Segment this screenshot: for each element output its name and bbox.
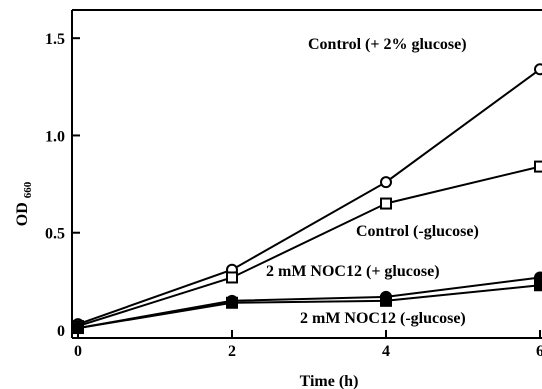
x-tick-label: 0 <box>74 343 82 360</box>
label-noc12-minus-glucose: 2 mM NOC12 (-glucose) <box>300 310 466 327</box>
y-axis-label: OD 660 <box>14 181 34 226</box>
data-point-series-3 <box>534 279 542 292</box>
label-control-minus-glucose: Control (-glucose) <box>356 223 479 240</box>
series-line-3 <box>77 284 541 330</box>
series-line-0 <box>77 68 541 326</box>
data-point-series-3 <box>380 294 392 307</box>
series-lines <box>77 68 541 330</box>
data-point-series-0 <box>380 176 392 189</box>
data-point-series-1 <box>534 160 542 173</box>
y-tick-label: 1.0 <box>45 128 65 145</box>
data-point-series-3 <box>226 296 238 309</box>
y-tick-label: 1.5 <box>45 31 65 48</box>
data-point-series-1 <box>226 271 238 284</box>
label-noc12-plus-glucose: 2 mM NOC12 (+ glucose) <box>266 263 440 280</box>
x-axis-label: Time (h) <box>300 373 359 389</box>
x-tick-label: 2 <box>228 343 236 360</box>
series-line-1 <box>77 165 541 328</box>
data-point-series-0 <box>534 63 542 76</box>
label-control-plus-glucose: Control (+ 2% glucose) <box>308 36 467 53</box>
data-point-series-3 <box>72 322 84 335</box>
data-point-series-1 <box>380 197 392 210</box>
axes <box>71 9 542 339</box>
y-axis-label-subscript: 660 <box>22 181 34 198</box>
y-axis-label-main: OD <box>14 202 31 226</box>
y-tick-label: 0.5 <box>45 226 65 243</box>
markers <box>72 63 542 335</box>
x-tick-label: 6 <box>536 343 542 360</box>
x-tick-label: 4 <box>382 343 390 360</box>
y-axis-label-group: OD 660 <box>14 181 34 226</box>
ticks: 0 2 4 6 0 0.5 1.0 1.5 <box>45 31 542 360</box>
y-tick-label: 0 <box>57 323 65 340</box>
